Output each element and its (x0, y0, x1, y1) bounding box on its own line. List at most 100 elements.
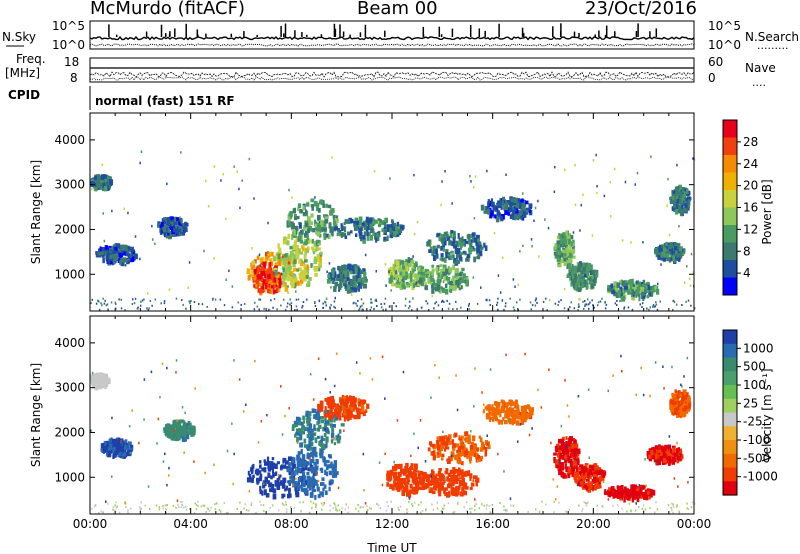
scatter-cell (305, 239, 309, 245)
scatter-cell (325, 441, 328, 447)
scatter-cell (413, 487, 417, 491)
scatter-cell (260, 277, 265, 283)
scatter-cell (598, 470, 602, 476)
scatter-cell (557, 465, 562, 472)
scatter-cell (646, 488, 650, 493)
scatter-cell (368, 231, 371, 237)
scatter-cell (405, 268, 408, 275)
noise-cell (596, 191, 598, 195)
noise-cell (531, 245, 533, 248)
nave-tick-bottom: 0 (708, 71, 716, 85)
scatter-cell (634, 486, 637, 492)
scatter-cell (395, 284, 400, 288)
ground-scatter-cell (124, 309, 126, 312)
scatter-cell (320, 402, 324, 409)
noise-cell (287, 291, 289, 294)
scatter-cell (636, 287, 639, 293)
scatter-cell (446, 458, 449, 462)
scatter-cell (325, 427, 329, 434)
scatter-cell (331, 474, 336, 478)
ground-scatter-cell (189, 302, 191, 305)
noise-cell (410, 279, 412, 283)
scatter-cell (377, 223, 382, 228)
scatter-cell (353, 264, 357, 269)
nsearch-tick-bottom: 10^0 (708, 38, 741, 52)
scatter-cell (565, 467, 570, 473)
scatter-cell (268, 280, 273, 284)
ground-scatter-cell (654, 305, 656, 308)
scatter-cell (303, 467, 308, 471)
scatter-cell (563, 451, 566, 456)
scatter-cell (417, 470, 420, 476)
scatter-cell (324, 227, 327, 232)
scatter-cell (439, 277, 442, 283)
scatter-cell (515, 212, 520, 218)
scatter-cell (357, 398, 360, 402)
ground-scatter-cell (296, 308, 298, 311)
scatter-cell (299, 417, 302, 421)
ground-scatter-cell (672, 308, 674, 311)
scatter-cell (259, 485, 262, 492)
scatter-cell (517, 198, 521, 202)
scatter-cell (380, 220, 385, 225)
scatter-cell (310, 436, 313, 442)
scatter-cell (573, 450, 577, 457)
ground-scatter-cell (601, 297, 603, 300)
scatter-cell (391, 485, 395, 491)
ground-scatter-cell (114, 301, 117, 304)
scatter-cell (559, 234, 562, 240)
scatter-cell (429, 281, 433, 285)
noise-cell (233, 165, 235, 168)
ground-scatter-cell (655, 303, 658, 306)
scatter-cell (310, 442, 314, 446)
scatter-cell (304, 247, 309, 251)
noise-cell (139, 161, 141, 165)
scatter-cell (372, 217, 375, 223)
scatter-cell (317, 404, 321, 408)
scatter-cell (672, 393, 675, 400)
scatter-cell (432, 280, 436, 285)
scatter-cell (561, 466, 565, 471)
freq-tick-bottom: 8 (70, 71, 78, 85)
ground-scatter-cell (497, 308, 499, 311)
scatter-cell (454, 248, 459, 254)
scatter-cell (345, 414, 350, 420)
noise-cell (447, 254, 449, 257)
noise-cell (493, 231, 496, 235)
scatter-cell (298, 233, 302, 240)
scatter-cell (453, 454, 458, 459)
scatter-cell (437, 272, 440, 278)
scatter-cell (289, 210, 293, 217)
scatter-cell (438, 451, 442, 457)
ground-scatter-cell (583, 307, 585, 310)
scatter-cell (383, 228, 387, 234)
scatter-cell (571, 248, 575, 255)
scatter-cell (369, 223, 374, 229)
scatter-cell (435, 267, 439, 272)
scatter-cell (304, 479, 308, 486)
scatter-cell (521, 203, 524, 209)
scatter-cell (265, 268, 268, 272)
cpid-text: normal (fast) 151 RF (95, 94, 235, 108)
scatter-cell (444, 492, 447, 497)
ground-scatter-cell (98, 308, 101, 311)
scatter-cell (677, 406, 682, 413)
scatter-cell (684, 203, 688, 209)
scatter-cell (635, 494, 638, 499)
ground-scatter-cell (616, 304, 618, 307)
noise-cell (591, 234, 594, 237)
noise-cell (642, 241, 644, 244)
scatter-cell (127, 245, 130, 251)
scatter-cell (399, 285, 403, 290)
scatter-cell (307, 444, 311, 448)
scatter-cell (287, 233, 291, 240)
scatter-cell (422, 278, 426, 282)
ground-scatter-cell (359, 305, 362, 308)
scatter-cell (476, 447, 479, 452)
noise-cell (501, 299, 504, 302)
scatter-cell (323, 462, 327, 467)
scatter-cell (514, 214, 517, 221)
scatter-cell (490, 201, 495, 208)
scatter-cell (438, 436, 442, 442)
scatter-cell (425, 274, 429, 278)
